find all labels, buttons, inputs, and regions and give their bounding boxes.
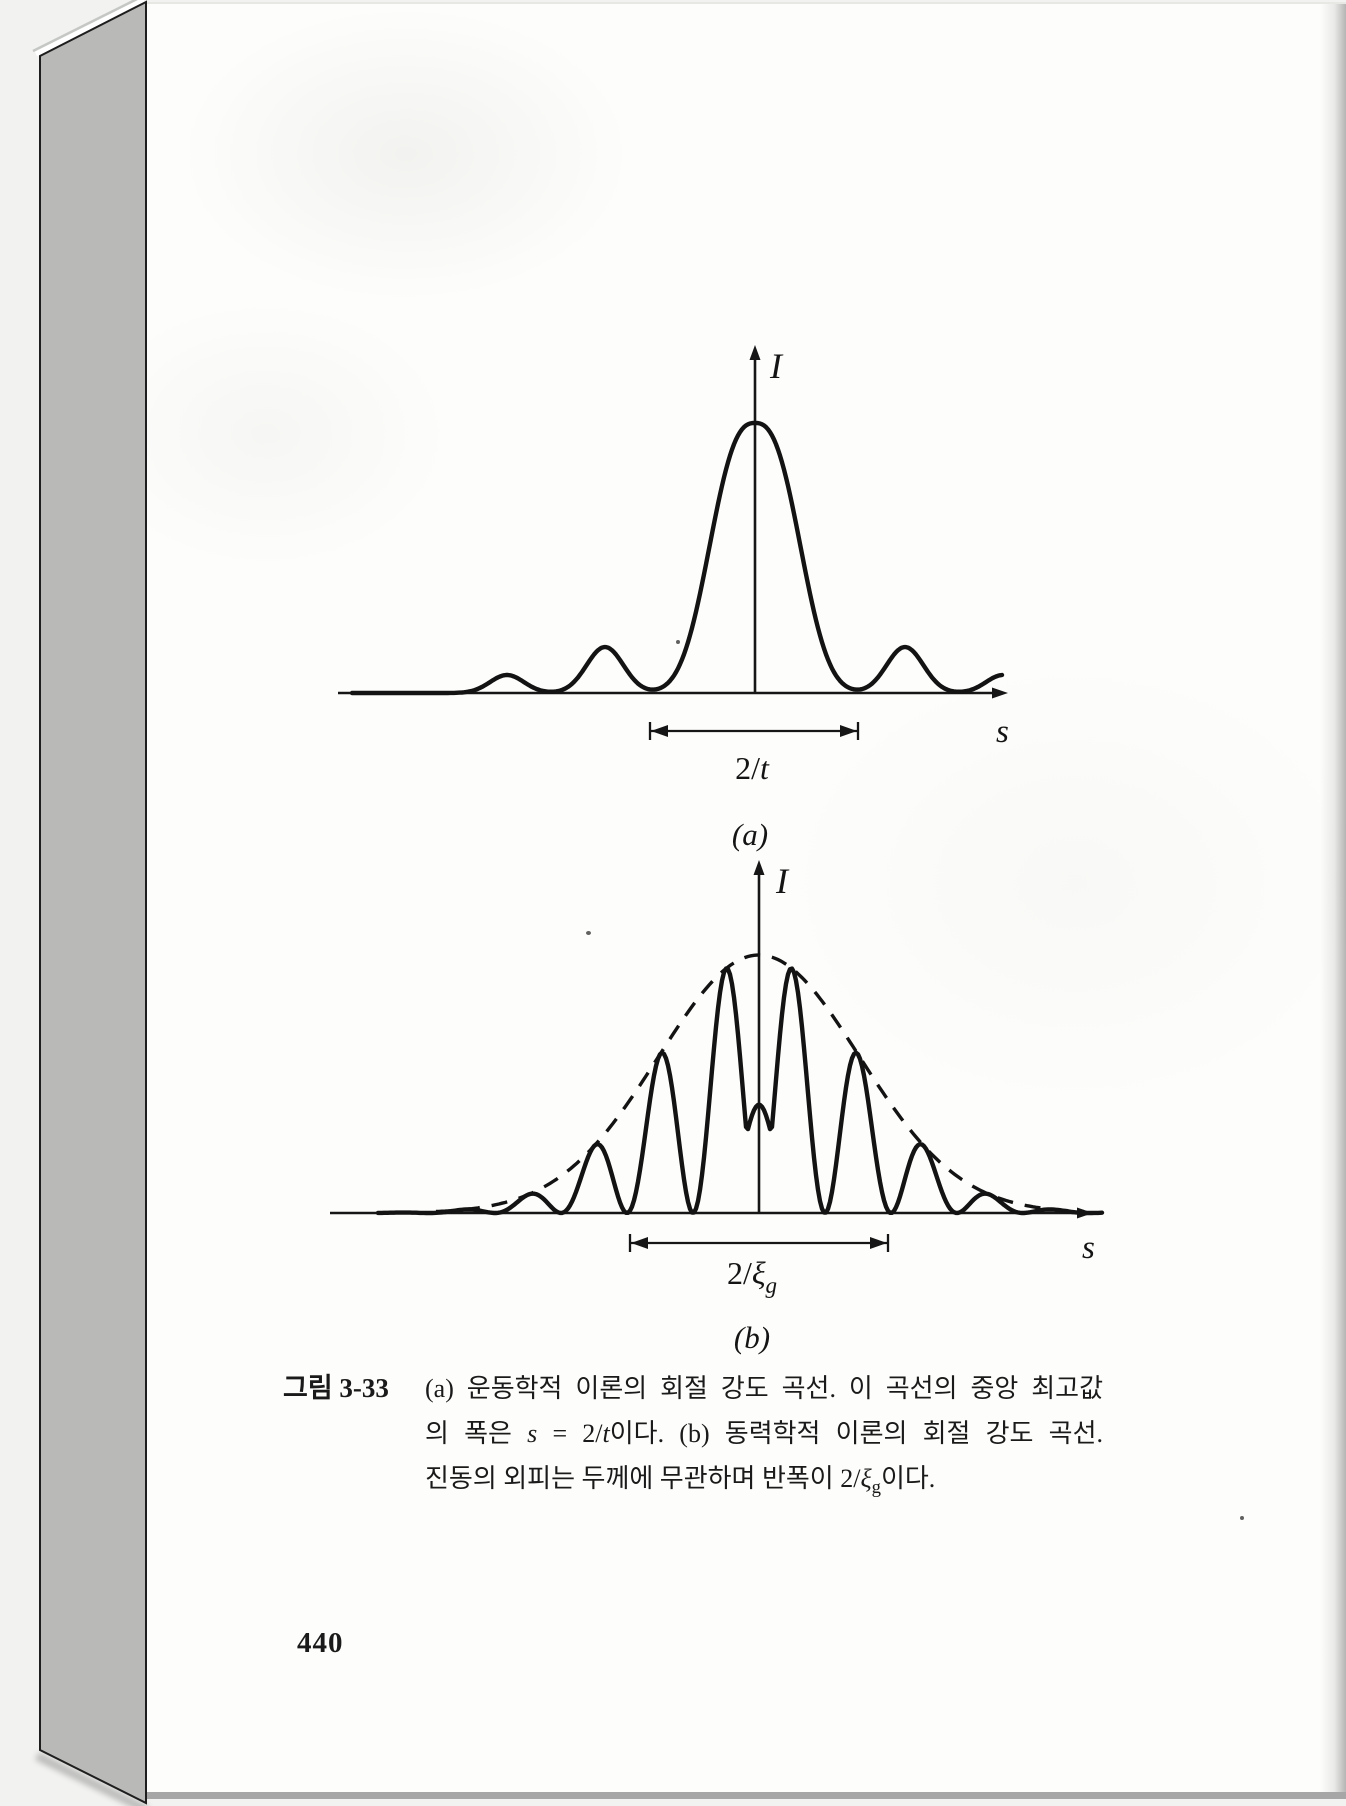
caption-segment: (a) 운동학적 이론의 회절 강도 곡선. 이 곡선의 중앙 최고값 <box>425 1374 1103 1403</box>
figure-caption: 그림 3-33 (a) 운동학적 이론의 회절 강도 곡선. 이 곡선의 중앙 … <box>283 1366 1103 1510</box>
spine-bottom-shadow <box>35 1751 149 1806</box>
spine-outer-gray-line <box>32 0 138 53</box>
spine-face <box>39 0 147 1805</box>
page-right-edge-shading <box>1320 4 1346 1792</box>
caption-var-s: s <box>527 1419 538 1448</box>
scan-speck <box>586 931 591 935</box>
caption-var-t: t <box>602 1419 610 1448</box>
caption-line-1: (a) 운동학적 이론의 회절 강도 곡선. 이 곡선의 중앙 최고값 <box>425 1366 1103 1411</box>
book-page <box>146 2 1346 1799</box>
figure-number: 그림 3-33 <box>283 1373 389 1403</box>
page-number: 440 <box>297 1627 344 1659</box>
caption-segment: 의 폭은 <box>425 1419 528 1448</box>
caption-var-xi-subscript: g <box>871 1477 881 1499</box>
caption-segment: 진동의 외피는 두께에 무관하며 반폭이 2/ <box>425 1464 861 1493</box>
caption-segment: 이다. (b) 동력학적 이론의 회절 강도 곡선. <box>609 1419 1103 1448</box>
caption-segment: 이다. <box>880 1464 936 1493</box>
caption-segment: = 2/ <box>537 1419 603 1448</box>
caption-line-3: 진동의 외피는 두께에 무관하며 반폭이 2/ξg이다. <box>425 1456 1103 1510</box>
caption-var-xi: ξ <box>860 1464 872 1493</box>
spine-highlight-line <box>34 0 146 57</box>
caption-line-2: 의 폭은 s = 2/t이다. (b) 동력학적 이론의 회절 강도 곡선. <box>425 1411 1103 1456</box>
figure-caption-text: (a) 운동학적 이론의 회절 강도 곡선. 이 곡선의 중앙 최고값 의 폭은… <box>425 1366 1103 1510</box>
scan-speck <box>1240 1516 1244 1520</box>
scan-speck <box>676 640 680 644</box>
